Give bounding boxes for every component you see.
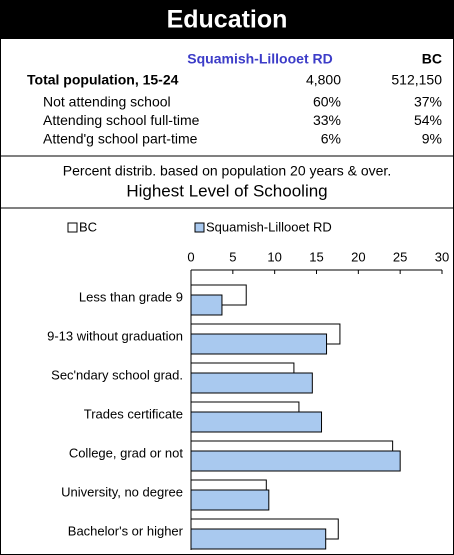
bar	[190, 294, 223, 316]
chart-title: Highest Level of Schooling	[126, 181, 327, 200]
bar	[190, 372, 313, 394]
category-label: Bachelor's or higher	[68, 523, 184, 538]
column-header: BC	[422, 51, 442, 67]
bar	[190, 489, 270, 511]
x-tick-label: 25	[393, 249, 407, 264]
category-label: Trades certificate	[84, 406, 183, 421]
x-tick-label: 20	[351, 249, 365, 264]
cell: 33%	[313, 112, 341, 128]
bar	[190, 528, 327, 550]
cell: 60%	[313, 94, 341, 110]
cell: 37%	[414, 94, 442, 110]
legend-label: Squamish-Lillooet RD	[206, 219, 332, 234]
bar	[190, 411, 323, 433]
category-label: Sec'ndary school grad.	[51, 367, 183, 382]
category-label: Less than grade 9	[79, 289, 183, 304]
bar	[190, 450, 401, 472]
row-label: Attending school full-time	[43, 112, 200, 128]
legend-swatch	[67, 222, 78, 233]
cell: 9%	[422, 131, 442, 147]
x-tick-label: 15	[309, 249, 323, 264]
cell: 512,150	[391, 72, 442, 88]
x-tick-label: 30	[435, 249, 449, 264]
x-tick-label: 5	[229, 249, 236, 264]
column-header: Squamish-Lillooet RD	[187, 51, 332, 67]
note: Percent distrib. based on population 20 …	[63, 163, 391, 179]
row-label: Not attending school	[43, 94, 171, 110]
category-label: College, grad or not	[69, 445, 184, 460]
bar	[190, 333, 328, 355]
cell: 4,800	[306, 72, 341, 88]
cell: 6%	[321, 131, 341, 147]
category-label: University, no degree	[61, 484, 183, 499]
x-tick-label: 0	[187, 249, 194, 264]
legend-swatch	[194, 222, 205, 233]
category-label: 9-13 without graduation	[47, 328, 183, 343]
cell: 54%	[414, 112, 442, 128]
row-label: Total population, 15-24	[27, 72, 179, 88]
row-label: Attend'g school part-time	[43, 131, 198, 147]
title-band	[0, 0, 454, 39]
legend-label: BC	[79, 219, 97, 234]
page-title: Education	[167, 6, 288, 34]
x-tick-label: 10	[267, 249, 281, 264]
